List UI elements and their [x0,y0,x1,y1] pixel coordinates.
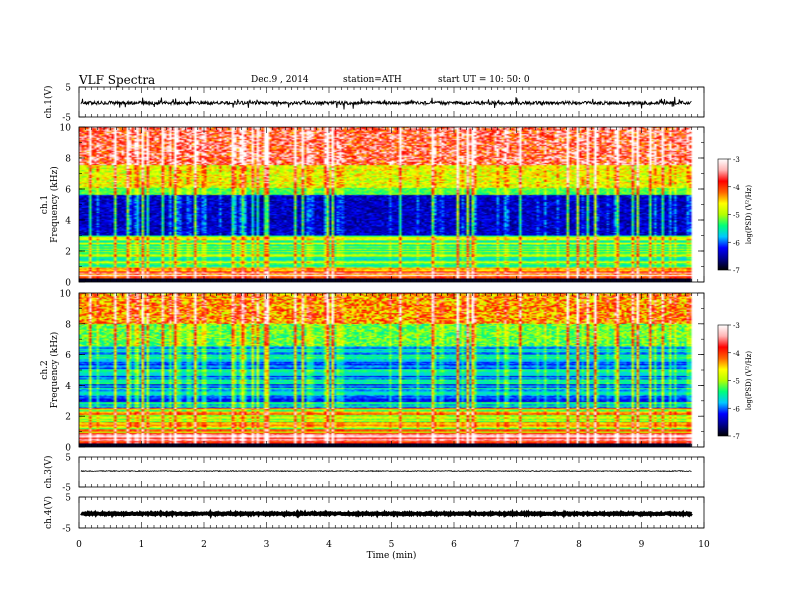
ch2-spectrogram-colorbar-label: log(PSD) (V²/Hz) [745,351,753,410]
x-tick-label: 6 [451,540,457,550]
chart-title: VLF Spectra [79,73,156,87]
ch2-spectrogram-colorbar-tick-label: -3 [733,322,740,330]
ch1-spectrogram-ytick-label: 0 [65,279,71,289]
ch2-spectrogram-colorbar [717,324,729,437]
ch2-spectrogram-ytick-label: 10 [60,290,72,300]
ch2-spectrogram-ytick-label: 4 [65,382,71,392]
ch1-spectrogram-ytick-label: 6 [65,186,71,196]
ch3-waveform-trace [80,469,692,473]
start-time-label: start UT = 10: 50: 0 [438,75,530,85]
x-tick-label: 3 [264,540,270,550]
ch2-spectrogram-image [79,293,704,447]
station-label: station=ATH [343,75,402,85]
ch4-waveform-trace [80,508,693,520]
ch1-spectrogram-colorbar [717,158,729,271]
ch1-spectrogram-colorbar-tick-label: -6 [733,239,740,247]
ch2-spectrogram-ytick-label: 6 [65,351,71,361]
ch1-spectrogram-ylabel: ch.1 [40,195,50,214]
ch1-spectrogram-ytick-label: 10 [60,124,72,134]
ch1-spectrogram-colorbar-tick-label: -4 [733,184,740,192]
x-tick-label: 5 [389,540,395,550]
x-axis-label: Time (min) [367,550,417,561]
ch2-spectrogram-ytick-label: 0 [65,444,71,454]
ch4-waveform-ytick-label: -5 [62,525,71,535]
ch2-spectrogram-colorbar-tick-label: -4 [733,350,740,358]
ch1-spectrogram-ytick-label: 4 [65,217,71,227]
ch4-waveform-ytick-label: 5 [65,494,71,504]
ch1-spectrogram-ytick-label: 2 [65,248,71,258]
ch1-spectrogram-ytick-label: 8 [65,155,71,165]
x-tick-label: 10 [698,540,710,550]
x-tick-label: 7 [514,540,520,550]
ch1-spectrogram-colorbar-tick-label: -3 [733,156,740,164]
ch1-spectrogram-colorbar-label: log(PSD) (V²/Hz) [745,185,753,244]
ch2-spectrogram-ytick-label: 8 [65,320,71,330]
ch3-waveform-ytick-label: -5 [62,484,71,494]
x-tick-label: 9 [639,540,645,550]
x-tick-label: 0 [76,540,82,550]
ch1-waveform-ytick-label: 5 [65,84,71,94]
ch2-spectrogram-colorbar-tick-label: -7 [733,433,740,441]
ch1-spectrogram-ylabel: Frequency (kHz) [49,166,60,243]
ch2-spectrogram-colorbar-tick-label: -6 [733,405,740,413]
ch3-waveform-ylabel: ch.3(V) [43,456,54,489]
x-tick-label: 4 [326,540,332,550]
ch1-waveform-trace [80,96,692,110]
ch2-spectrogram-ytick-label: 2 [65,413,71,423]
ch2-spectrogram-ylabel: ch.2 [40,360,50,379]
ch1-waveform-ytick-label: -5 [62,114,71,124]
x-tick-label: 2 [201,540,207,550]
ch2-spectrogram-colorbar-tick-label: -5 [733,378,740,386]
x-tick-label: 1 [139,540,145,550]
ch1-spectrogram-colorbar-tick-label: -5 [733,212,740,220]
ch3-waveform-ytick-label: 5 [65,454,71,464]
date-label: Dec.9 , 2014 [251,75,309,85]
x-tick-label: 8 [576,540,582,550]
ch1-spectrogram-image [79,127,704,282]
ch4-waveform-ylabel: ch.4(V) [43,496,54,529]
ch1-waveform-ylabel: ch.1(V) [43,86,54,119]
ch2-spectrogram-ylabel: Frequency (kHz) [49,332,60,409]
ch1-spectrogram-colorbar-tick-label: -7 [733,267,740,275]
